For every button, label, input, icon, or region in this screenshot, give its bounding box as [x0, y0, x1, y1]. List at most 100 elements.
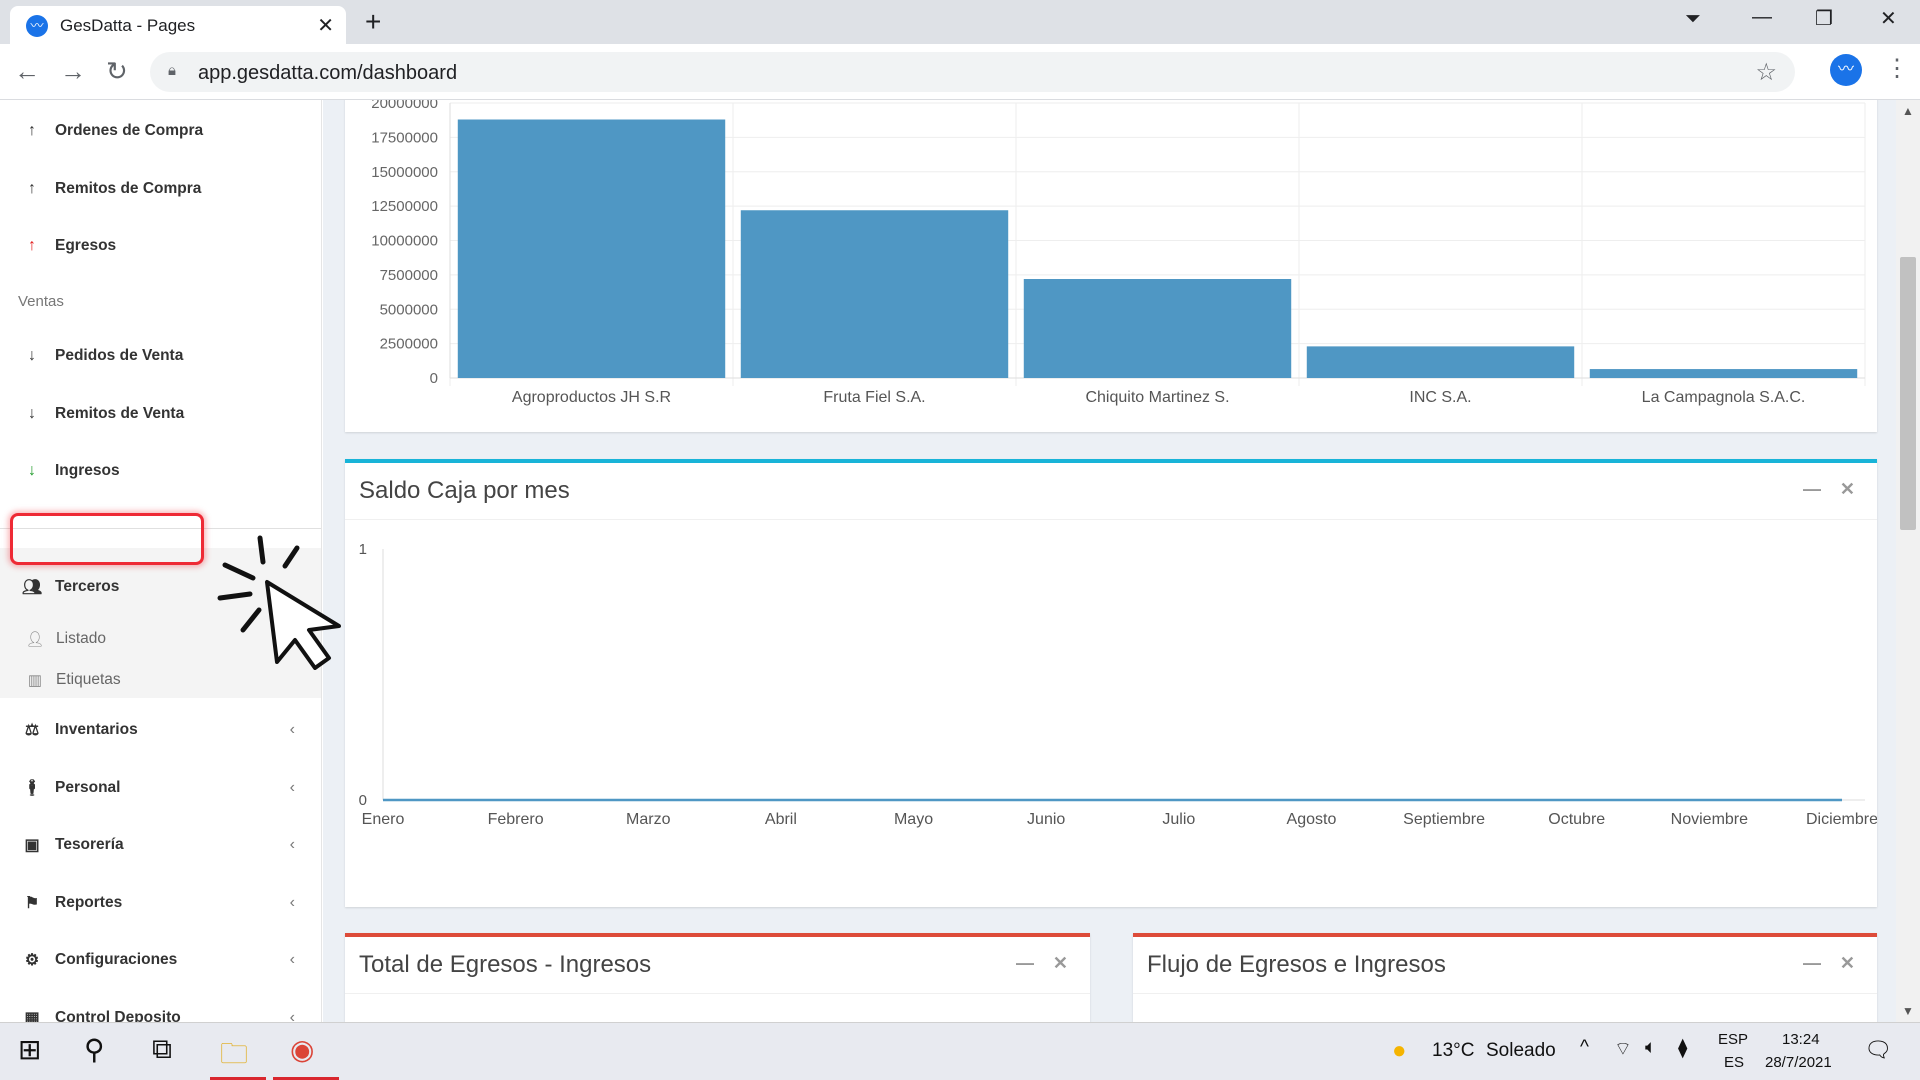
- browser-menu-icon[interactable]: ⋮: [1885, 55, 1909, 82]
- tab-search-icon[interactable]: ⏷: [1685, 8, 1701, 30]
- sidebar-item-ingresos[interactable]: ↓ Ingresos: [0, 451, 321, 491]
- gear-icon: ⚙: [24, 952, 40, 969]
- sidebar-item-inventarios[interactable]: ⚖ Inventarios ‹: [0, 710, 321, 750]
- search-icon[interactable]: ⚲: [84, 1034, 105, 1065]
- close-icon[interactable]: ✕: [1052, 953, 1068, 973]
- close-icon[interactable]: ✕: [1839, 953, 1855, 973]
- address-bar-row: ← → ↻ 🔒︎ app.gesdatta.com/dashboard ☆ 〰 …: [0, 44, 1920, 100]
- y-tick-label: 7500000: [380, 267, 438, 284]
- sidebar-item-label: Personal: [55, 779, 121, 796]
- url-input[interactable]: 🔒︎ app.gesdatta.com/dashboard ☆: [150, 52, 1795, 92]
- sidebar-item-pedidos-venta[interactable]: ↓ Pedidos de Venta: [0, 336, 321, 376]
- collapse-icon[interactable]: —: [1016, 953, 1034, 973]
- sidebar-item-egresos[interactable]: ↑ Egresos: [0, 226, 321, 266]
- sidebar-item-personal[interactable]: 🕴︎ Personal ‹: [0, 768, 321, 808]
- box-title: Flujo de Egresos e Ingresos: [1147, 951, 1446, 978]
- person-icon: 🕴︎: [21, 780, 43, 797]
- arrow-down-green-icon: ↓: [28, 462, 36, 479]
- arrow-down-icon: ↓: [28, 405, 36, 422]
- reload-icon[interactable]: ↻: [106, 56, 128, 86]
- minimize-icon[interactable]: —: [1752, 6, 1772, 28]
- sidebar-divider: [0, 528, 321, 529]
- back-icon[interactable]: ←: [14, 56, 40, 86]
- y-tick-label: 5000000: [380, 301, 438, 318]
- collapse-icon[interactable]: —: [1803, 953, 1821, 973]
- sidebar-item-label: Egresos: [55, 237, 117, 254]
- y-tick-label: 0: [359, 792, 367, 809]
- sidebar-item-remitos-compra[interactable]: ↑ Remitos de Compra: [0, 169, 321, 209]
- y-tick-label: 15000000: [371, 164, 438, 181]
- file-explorer-active-indicator: [210, 1077, 266, 1080]
- box-title: Total de Egresos - Ingresos: [359, 951, 652, 978]
- tray-expand-icon[interactable]: ^: [1580, 1037, 1589, 1058]
- scale-icon: ⚖: [24, 722, 40, 739]
- x-tick-label: Noviembre: [1671, 811, 1748, 828]
- weather-temp[interactable]: 13°C: [1432, 1040, 1475, 1061]
- box-title: Saldo Caja por mes: [359, 477, 570, 504]
- sidebar-item-label: Tesorería: [55, 836, 124, 853]
- arrow-up-icon: ↑: [28, 122, 36, 139]
- collapse-icon[interactable]: —: [1803, 479, 1821, 499]
- y-tick-label: 1: [359, 541, 367, 558]
- flujo-box: Flujo de Egresos e Ingresos — ✕: [1133, 933, 1877, 1022]
- y-tick-label: 0: [430, 370, 438, 387]
- language-code[interactable]: ESP: [1718, 1031, 1749, 1048]
- line-chart: 0 1 Enero Febrero Marzo Abril Mayo Junio Julio Ag…: [359, 541, 1877, 828]
- network-icon[interactable]: ⌔: [1614, 1039, 1632, 1060]
- money-icon: ▣: [24, 837, 40, 854]
- close-icon[interactable]: ✕: [1839, 479, 1855, 499]
- sidebar-subitem-etiquetas[interactable]: ▥ Etiquetas: [24, 663, 121, 697]
- sidebar-item-label: Remitos de Venta: [55, 405, 185, 422]
- y-tick-label: 12500000: [371, 198, 438, 215]
- box-header: Total de Egresos - Ingresos — ✕: [345, 937, 1090, 994]
- close-tab-icon[interactable]: ✕: [317, 15, 334, 37]
- x-tick-label: Octubre: [1548, 811, 1605, 828]
- chrome-icon[interactable]: ◉: [290, 1034, 315, 1065]
- x-tick-label: Mayo: [894, 811, 933, 828]
- close-window-icon[interactable]: ✕: [1880, 8, 1897, 30]
- sidebar-item-tesoreria[interactable]: ▣ Tesorería ‹: [0, 825, 321, 865]
- profile-avatar-icon[interactable]: 〰: [1830, 54, 1862, 86]
- weather-text[interactable]: Soleado: [1486, 1040, 1556, 1061]
- sidebar-item-reportes[interactable]: ⚑ Reportes ‹: [0, 883, 321, 923]
- sidebar-item-control-deposito[interactable]: ▦ Control Deposito ‹: [0, 998, 321, 1022]
- dropbox-icon[interactable]: ⧫: [1678, 1038, 1688, 1059]
- sidebar-item-ordenes-compra[interactable]: ↑ Ordenes de Compra: [0, 111, 321, 151]
- sidebar-item-configuraciones[interactable]: ⚙ Configuraciones ‹: [0, 940, 321, 980]
- sidebar-subitem-label: Etiquetas: [56, 671, 121, 688]
- keyboard-layout[interactable]: ES: [1724, 1054, 1745, 1071]
- windows-start-icon[interactable]: ⊞: [18, 1034, 42, 1065]
- bar: [1023, 279, 1292, 378]
- file-explorer-icon[interactable]: 🗀︎: [220, 1038, 249, 1069]
- bookmark-star-icon[interactable]: ☆: [1755, 59, 1777, 86]
- box-icon: ▦: [24, 1010, 40, 1022]
- notifications-icon[interactable]: 🗨︎: [1864, 1037, 1892, 1062]
- x-tick-label: Julio: [1162, 811, 1195, 828]
- sidebar-item-terceros[interactable]: 👥︎ Terceros: [0, 567, 321, 607]
- sidebar-subitem-listado[interactable]: 👤︎ Listado: [24, 622, 106, 656]
- new-tab-button[interactable]: +: [365, 6, 382, 37]
- saldo-caja-box: Saldo Caja por mes — ✕ 0 1 Enero Febrero Mar…: [345, 459, 1877, 907]
- restore-icon[interactable]: ❐: [1815, 8, 1833, 30]
- browser-tab[interactable]: 〰 GesDatta - Pages ✕: [10, 6, 346, 44]
- sidebar-item-label: Terceros: [55, 578, 120, 595]
- clock-time[interactable]: 13:24: [1782, 1031, 1820, 1048]
- scrollbar-thumb[interactable]: [1900, 257, 1916, 530]
- sidebar: ↑ Ordenes de Compra ↑ Remitos de Compra …: [0, 100, 322, 1022]
- volume-muted-icon[interactable]: 🔈︎: [1645, 1037, 1657, 1058]
- x-tick-label: Enero: [362, 811, 405, 828]
- bar-chart-box: 0 2500000 5000000 7500000 10000000 12500000 15…: [345, 100, 1877, 432]
- scroll-up-icon[interactable]: ▲: [1902, 104, 1914, 118]
- x-tick-label: Abril: [765, 811, 797, 828]
- flag-icon: ⚑: [24, 895, 40, 912]
- clock-date[interactable]: 28/7/2021: [1765, 1054, 1832, 1071]
- scroll-down-icon[interactable]: ▼: [1902, 1004, 1914, 1018]
- sidebar-item-remitos-venta[interactable]: ↓ Remitos de Venta: [0, 394, 321, 434]
- users-icon: 👥︎: [21, 579, 43, 596]
- page-scrollbar[interactable]: ▲ ▼: [1896, 100, 1920, 1022]
- task-view-icon[interactable]: ⧉: [152, 1033, 172, 1064]
- x-tick-label: Agroproductos JH S.R: [512, 389, 671, 406]
- bar: [1589, 369, 1858, 378]
- forward-icon[interactable]: →: [60, 56, 86, 86]
- chevron-left-icon: ‹: [289, 1009, 295, 1022]
